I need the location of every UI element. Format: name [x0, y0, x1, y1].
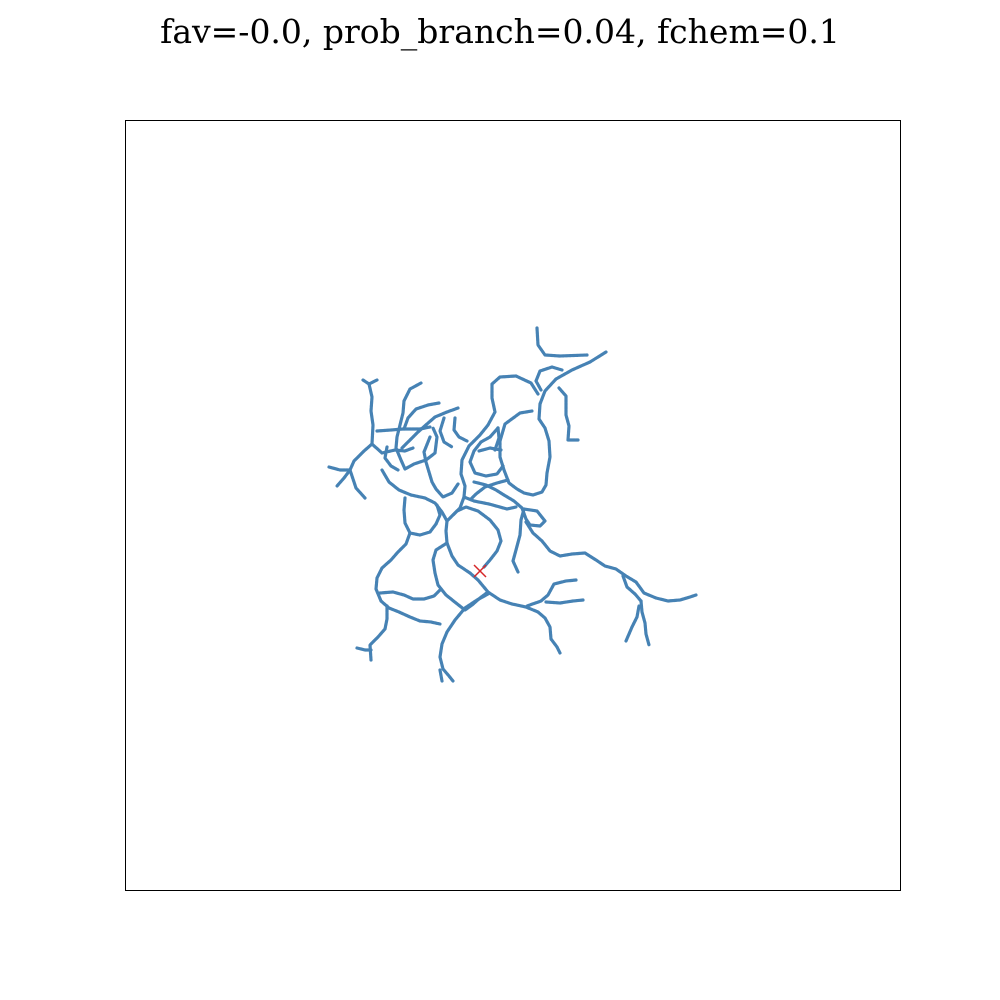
branch: [535, 326, 589, 358]
branch: [534, 365, 564, 392]
branch: [402, 401, 441, 431]
branch: [374, 531, 442, 626]
branch: [335, 442, 374, 488]
branch: [422, 435, 460, 499]
plot-frame: [125, 120, 901, 891]
branch: [477, 446, 503, 453]
branch: [524, 520, 698, 603]
branch: [451, 374, 540, 517]
branch: [557, 386, 580, 442]
branch: [538, 350, 608, 406]
branch: [380, 468, 562, 655]
branch: [438, 592, 490, 683]
branch: [400, 406, 460, 450]
branch: [621, 574, 643, 603]
branch: [378, 588, 442, 601]
branch: [462, 495, 518, 511]
branch: [438, 416, 454, 449]
branch: [445, 505, 503, 569]
figure-title: fav=-0.0, prob_branch=0.04, fchem=0.1: [160, 12, 840, 51]
branch: [368, 604, 389, 662]
branch: [327, 465, 367, 500]
branch: [525, 578, 578, 608]
branch: [498, 402, 552, 497]
branch: [493, 426, 501, 452]
branch: [394, 381, 439, 471]
branch: [383, 445, 400, 472]
branch: [639, 599, 651, 647]
branch: [544, 598, 585, 605]
branch: [469, 478, 510, 501]
branch: [434, 503, 442, 526]
branch: [452, 416, 469, 443]
branch: [355, 646, 373, 652]
origin-marker-icon: [473, 564, 487, 578]
branch: [402, 496, 438, 537]
branch: [472, 480, 547, 574]
branch: [624, 604, 641, 643]
branch-network: [327, 326, 698, 683]
branch: [468, 426, 505, 478]
branch: [438, 668, 444, 683]
